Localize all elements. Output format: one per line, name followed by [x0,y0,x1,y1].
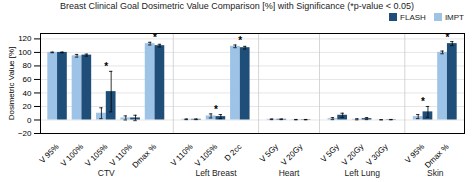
svg-text:Dmax %: Dmax % [131,142,159,170]
svg-text:0: 0 [27,116,32,125]
svg-text:V 95%: V 95% [38,142,61,165]
svg-text:V 110%: V 110% [108,142,134,168]
svg-text:V 5Gy: V 5Gy [319,142,341,164]
svg-text:*: * [104,61,108,72]
svg-text:V 100%: V 100% [59,142,85,168]
svg-text:−20: −20 [18,129,32,138]
svg-text:V 5Gy: V 5Gy [258,142,280,164]
svg-text:V 105%: V 105% [193,142,219,168]
svg-text:V 110%: V 110% [169,142,195,168]
svg-text:V 20Gy: V 20Gy [340,142,365,167]
svg-text:20: 20 [23,102,32,111]
svg-text:120: 120 [18,34,32,43]
svg-text:40: 40 [23,89,32,98]
svg-text:V 30Gy: V 30Gy [365,142,390,167]
svg-text:CTV: CTV [98,168,115,178]
svg-text:60: 60 [23,75,32,84]
svg-text:Left Breast: Left Breast [195,168,237,178]
html-text:Breast Clinical Goal Dosimetri: Breast Clinical Goal Dosimetric Value Co… [59,1,415,11]
svg-text:80: 80 [23,61,32,70]
svg-text:*: * [214,104,218,115]
svg-text:Left Lung: Left Lung [344,168,380,178]
svg-text:*: * [238,35,242,46]
svg-text:Dosimetric Value [%]: Dosimetric Value [%] [7,47,16,121]
svg-text:V 20Gy: V 20Gy [279,142,304,167]
svg-text:*: * [421,96,425,107]
svg-text:V 105%: V 105% [83,142,109,168]
svg-text:D 2cc: D 2cc [223,142,244,163]
svg-text:Skin: Skin [427,168,444,178]
svg-text:Dmax %: Dmax % [423,142,451,170]
html-text:IMPT: IMPT [444,13,464,22]
svg-text:Heart: Heart [279,168,300,178]
svg-text:100: 100 [18,48,32,57]
html-text:FLASH: FLASH [400,13,426,22]
svg-text:V 95%: V 95% [403,142,426,165]
